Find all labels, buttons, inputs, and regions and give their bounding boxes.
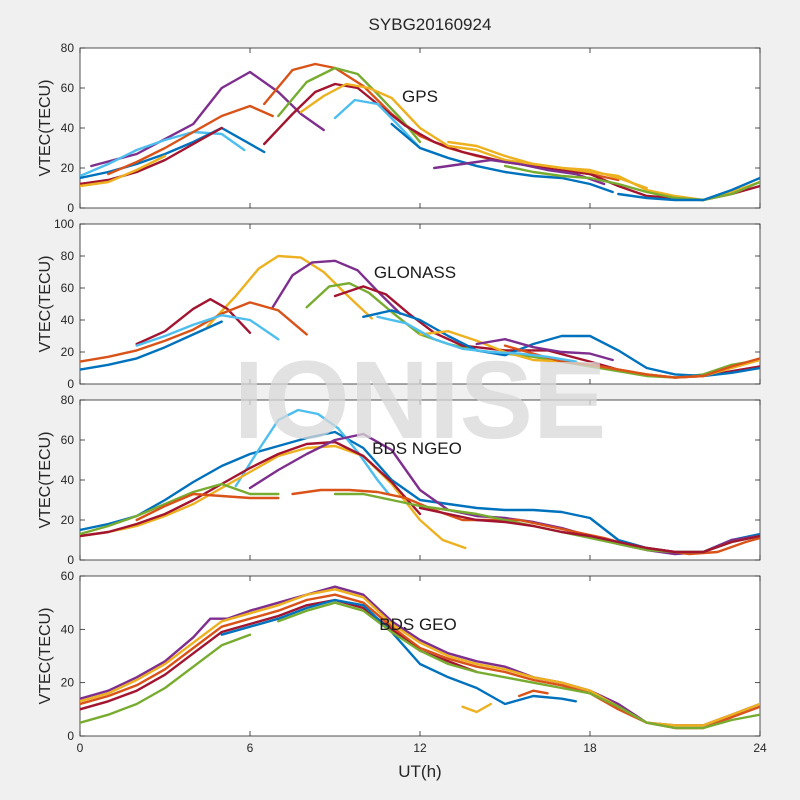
- series-line-12: [390, 122, 614, 194]
- y-tick-label: 20: [61, 161, 75, 175]
- panel-4: 0 6 12 18 24 0 20 40 60 VTEC(TECU) BDS GEO: [37, 569, 767, 755]
- y-tick-label: 40: [61, 622, 75, 636]
- y-tick-label: 60: [61, 433, 75, 447]
- y-axis-label: VTEC(TECU): [37, 432, 54, 529]
- panel-label: BDS GEO: [379, 615, 456, 634]
- y-axis-label: VTEC(TECU): [37, 608, 54, 705]
- y-tick-label: 20: [61, 345, 75, 359]
- series-line-10: [107, 104, 274, 176]
- series-line-9: [80, 154, 167, 188]
- y-tick-label: 60: [61, 281, 75, 295]
- series-line-6: [291, 488, 760, 556]
- y-tick-label: 100: [54, 217, 74, 231]
- y-tick-label: 0: [67, 201, 74, 215]
- series-line-9: [135, 314, 280, 347]
- series-line-7: [80, 482, 280, 536]
- series-group: [80, 408, 760, 556]
- x-tick-label: 12: [413, 741, 427, 755]
- series-line-2: [234, 408, 390, 496]
- watermark: IONISE: [234, 339, 607, 462]
- series-line-4: [80, 320, 223, 371]
- series-line-5: [220, 598, 577, 706]
- y-tick-label: 0: [67, 553, 74, 567]
- series-line-3: [135, 298, 252, 346]
- y-tick-label: 60: [61, 569, 75, 583]
- x-tick-label: 18: [583, 741, 597, 755]
- panel-1: 0 20 40 60 80 VTEC(TECU) GPS: [37, 41, 761, 215]
- series-line-7: [277, 601, 760, 730]
- series-line-5: [248, 432, 760, 556]
- series-line-5: [299, 82, 760, 202]
- panel-label: GLONASS: [374, 263, 456, 282]
- y-tick-label: 20: [61, 513, 75, 527]
- series-line-8: [80, 126, 223, 186]
- series-line-14: [503, 164, 760, 202]
- series-line-9: [518, 689, 549, 698]
- y-tick-label: 40: [61, 313, 75, 327]
- series-line-10: [418, 506, 760, 554]
- series-line-3: [277, 66, 422, 144]
- y-tick-label: 40: [61, 121, 75, 135]
- y-tick-label: 80: [61, 249, 75, 263]
- y-tick-label: 80: [61, 41, 75, 55]
- axes-box: [79, 399, 761, 561]
- figure-title: SYBG20160924: [369, 15, 492, 34]
- y-tick-label: 20: [61, 676, 75, 690]
- panel-label: BDS NGEO: [372, 439, 462, 458]
- y-tick-label: 40: [61, 473, 75, 487]
- series-line-1: [206, 254, 373, 328]
- panel-label: GPS: [402, 87, 438, 106]
- series-group: [80, 62, 760, 202]
- series-group: [80, 585, 760, 730]
- series-line-9: [135, 492, 280, 522]
- axes-box: [79, 575, 761, 737]
- x-tick-label: 0: [77, 741, 84, 755]
- x-axis-label: UT(h): [398, 762, 441, 781]
- series-line-4: [80, 440, 422, 538]
- series-line-8: [461, 702, 492, 714]
- y-tick-label: 0: [67, 729, 74, 743]
- y-axis-label: VTEC(TECU): [37, 80, 54, 177]
- series-line-6: [80, 633, 252, 724]
- series-line-13: [376, 315, 577, 363]
- x-tick-label: 6: [247, 741, 254, 755]
- y-tick-label: 0: [67, 377, 74, 391]
- series-line-6: [80, 130, 246, 178]
- series-group: [80, 254, 760, 379]
- y-tick-label: 60: [61, 81, 75, 95]
- axes-box: [79, 223, 761, 385]
- panel-3: 0 20 40 60 80 VTEC(TECU) BDS NGEO: [37, 393, 761, 567]
- series-line-12: [475, 338, 614, 362]
- panel-2: 0 20 40 60 80 100 VTEC(TECU) GLONASS: [37, 217, 761, 391]
- series-line-3: [80, 444, 467, 550]
- series-line-16: [447, 140, 648, 190]
- x-tick-label: 24: [753, 741, 767, 755]
- y-tick-label: 80: [61, 393, 75, 407]
- series-line-13: [433, 158, 606, 186]
- series-line-5: [80, 301, 308, 363]
- y-axis-label: VTEC(TECU): [37, 256, 54, 353]
- series-line-15: [617, 176, 760, 202]
